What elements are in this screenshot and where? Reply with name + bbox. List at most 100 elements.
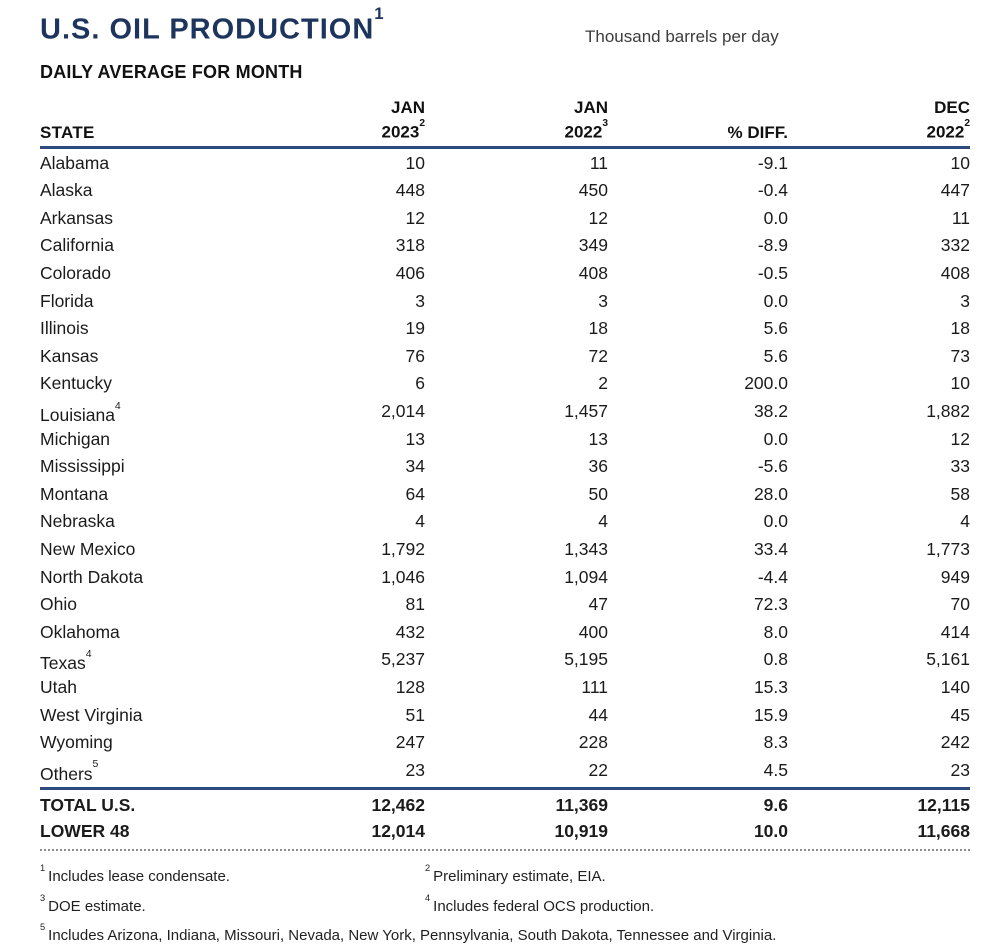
table-row: Wyoming 247 228 8.3 242 (40, 729, 970, 757)
table-row: Montana 64 50 28.0 58 (40, 481, 970, 509)
state-cell: Mississippi (40, 456, 125, 477)
jan-2022-cell: 349 (578, 235, 608, 256)
jan-2023-cell: 318 (395, 235, 425, 256)
pct-diff-cell: -0.4 (757, 180, 788, 201)
jan-2022-cell: 18 (588, 318, 608, 339)
dec-2022-cell: 414 (940, 621, 970, 642)
state-cell: Illinois (40, 318, 89, 339)
dec-2022-cell: 23 (950, 759, 970, 780)
pct-diff-cell: 9.6 (763, 795, 788, 816)
pct-diff-cell: -8.9 (757, 235, 788, 256)
state-cell: Florida (40, 290, 94, 311)
jan-2022-cell: 12 (588, 207, 608, 228)
jan-2022-cell: 13 (588, 428, 608, 449)
jan-2022-cell: 47 (588, 594, 608, 615)
table-row: Illinois 19 18 5.6 18 (40, 315, 970, 343)
dec-2022-cell: 58 (950, 483, 970, 504)
dec-2022-cell: 949 (940, 566, 970, 587)
pct-diff-cell: 38.2 (753, 401, 788, 421)
table-row: Alaska 448 450 -0.4 447 (40, 177, 970, 205)
footnote-row: 1Includes lease condensate. 2Preliminary… (40, 860, 970, 890)
table-row: Colorado 406 408 -0.5 408 (40, 260, 970, 288)
row-footnote-marker: 4 (85, 648, 92, 661)
jan-2022-cell: 450 (578, 180, 608, 201)
jan-2023-cell: 448 (395, 180, 425, 201)
units-label: Thousand barrels per day (585, 27, 779, 46)
footnote-4: 4Includes federal OCS production. (425, 892, 655, 915)
footnote-3: 3DOE estimate. (40, 892, 146, 915)
table-row: Michigan 13 13 0.0 12 (40, 426, 970, 454)
jan-2022-cell: 10,919 (554, 821, 608, 842)
jan-2022-cell: 228 (578, 732, 608, 753)
jan-2022-cell: 400 (578, 621, 608, 642)
pct-diff-cell: 0.8 (763, 649, 788, 670)
dec-2022-cell: 11,668 (917, 821, 970, 842)
state-cell: Montana (40, 483, 109, 504)
dec-2022-cell: 332 (940, 235, 970, 256)
state-cell: North Dakota (40, 566, 144, 587)
jan-2022-cell: 36 (588, 456, 608, 477)
pct-diff-cell: 200.0 (744, 373, 788, 394)
table-row: North Dakota 1,046 1,094 -4.4 949 (40, 564, 970, 592)
state-cell: New Mexico (40, 538, 136, 559)
table-row: Kentucky 6 2 200.0 10 (40, 370, 970, 398)
table-row: Mississippi 34 36 -5.6 33 (40, 453, 970, 481)
pct-diff-cell: 33.4 (753, 538, 788, 559)
jan-2023-cell: 4 (415, 511, 425, 532)
table-row: Utah 128 111 15.3 140 (40, 674, 970, 702)
jan-2022-cell: 111 (581, 676, 608, 697)
state-cell: West Virginia (40, 704, 143, 725)
table-header: STATE JAN 20232 JAN 20223 % DIFF. DEC 20… (40, 97, 970, 149)
state-cell: Alaska (40, 180, 93, 201)
state-cell: Utah (40, 676, 77, 697)
table-row: Others5 23 22 4.5 23 (40, 757, 970, 785)
jan-2023-cell: 13 (405, 428, 425, 449)
dec-2022-cell: 70 (950, 594, 970, 615)
table-body: Alabama 10 11 -9.1 10 Alaska 448 450 -0.4 447 Arka… (40, 150, 970, 785)
jan-2023-cell: 81 (405, 594, 425, 615)
jan-2022-cell: 11 (589, 152, 608, 173)
table-row: Florida 3 3 0.0 3 (40, 288, 970, 316)
column-header-jan-2023: JAN 20232 (381, 98, 426, 142)
dec-2022-cell: 5,161 (926, 649, 970, 670)
page-title: U.S. OIL PRODUCTION1 (40, 3, 384, 46)
jan-2023-cell: 76 (405, 345, 425, 366)
dec-2022-cell: 12 (950, 428, 970, 449)
row-footnote-marker: 5 (92, 758, 99, 771)
state-cell: Michigan (40, 428, 111, 449)
table-row: Arkansas 12 12 0.0 11 (40, 205, 970, 233)
dec-2022-cell: 408 (940, 263, 970, 284)
table-row: Oklahoma 432 400 8.0 414 (40, 619, 970, 647)
pct-diff-cell: -5.6 (757, 456, 788, 477)
table-row: California 318 349 -8.9 332 (40, 232, 970, 260)
jan-2023-cell: 12,462 (371, 795, 425, 816)
header-footnote-marker: 3 (602, 117, 608, 129)
jan-2023-cell: 3 (415, 290, 425, 311)
pct-diff-cell: -4.4 (757, 566, 788, 587)
dotted-divider (40, 849, 970, 852)
title-footnote-marker: 1 (374, 3, 384, 23)
dec-2022-cell: 4 (960, 511, 970, 532)
table-row: Ohio 81 47 72.3 70 (40, 591, 970, 619)
state-cell: Oklahoma (40, 621, 120, 642)
table-row: West Virginia 51 44 15.9 45 (40, 702, 970, 730)
jan-2022-cell: 50 (588, 483, 608, 504)
dec-2022-cell: 11 (951, 207, 970, 228)
pct-diff-cell: 5.6 (763, 345, 788, 366)
jan-2022-cell: 11,369 (555, 795, 608, 816)
jan-2023-cell: 12,014 (371, 821, 425, 842)
jan-2023-cell: 1,792 (381, 538, 425, 559)
pct-diff-cell: 15.9 (753, 704, 788, 725)
jan-2023-cell: 12 (405, 207, 425, 228)
pct-diff-cell: 8.3 (763, 732, 788, 753)
dec-2022-cell: 45 (950, 704, 970, 725)
state-cell: Texas4 (40, 648, 92, 674)
dec-2022-cell: 242 (940, 732, 970, 753)
jan-2022-cell: 1,343 (564, 538, 608, 559)
pct-diff-cell: 4.5 (763, 759, 788, 780)
row-footnote-marker: 4 (114, 399, 121, 412)
state-cell: Ohio (40, 594, 77, 615)
pct-diff-cell: 28.0 (753, 483, 788, 504)
jan-2023-cell: 2,014 (381, 401, 425, 421)
